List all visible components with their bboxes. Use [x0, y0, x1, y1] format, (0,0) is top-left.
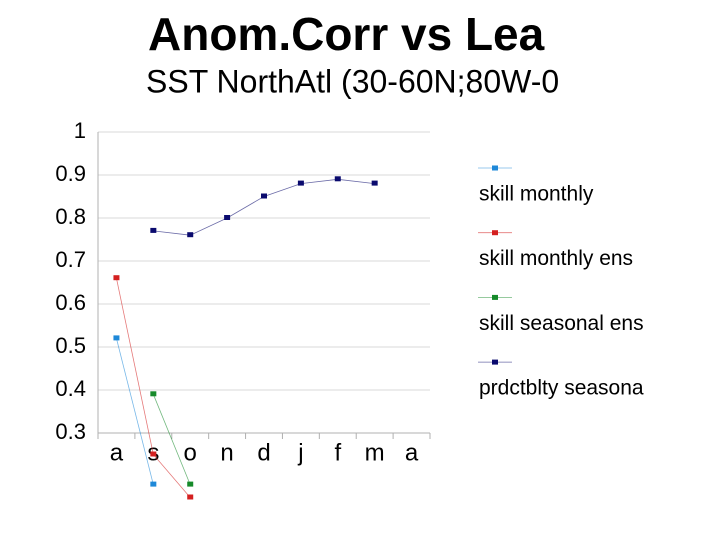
point	[187, 481, 194, 487]
point	[113, 335, 120, 341]
point	[187, 232, 194, 238]
point	[150, 451, 157, 457]
point	[297, 180, 304, 186]
y-tick-label: 0.3	[55, 419, 86, 444]
x-tick-label: f	[334, 439, 341, 466]
chart-title: Anom.Corr vs Lea	[148, 8, 545, 60]
legend-label: skill monthly	[479, 183, 594, 206]
x-tick-label: j	[297, 439, 303, 466]
y-tick-label: 1	[74, 118, 86, 143]
point	[334, 176, 341, 182]
x-tick-label: a	[110, 439, 124, 466]
legend-marker	[492, 359, 498, 365]
x-tick-label: o	[184, 439, 197, 466]
x-tick-label: a	[405, 439, 419, 466]
x-tick-label: n	[220, 439, 233, 466]
y-tick-label: 0.5	[55, 333, 86, 358]
legend-marker	[492, 294, 498, 300]
legend-marker	[492, 165, 498, 171]
y-tick-label: 0.4	[55, 376, 86, 401]
point	[113, 275, 120, 281]
y-tick-label: 0.8	[55, 204, 86, 229]
series-line	[152, 394, 191, 485]
legend-marker	[492, 230, 498, 236]
legend-label: skill seasonal ens	[479, 312, 644, 335]
point	[150, 227, 157, 233]
point	[224, 215, 231, 220]
y-tick-label: 0.9	[55, 161, 86, 186]
series-line	[116, 338, 154, 485]
point	[187, 494, 194, 500]
y-tick-label: 0.6	[55, 290, 86, 315]
series-line	[153, 178, 375, 236]
point	[261, 193, 267, 199]
chart-subtitle: SST NorthAtl (30-60N;80W-0	[146, 63, 559, 99]
point	[150, 391, 157, 397]
point	[371, 180, 378, 186]
x-tick-label: d	[257, 439, 270, 466]
x-tick-label: m	[365, 439, 385, 466]
legend-label: prdctblty seasona	[479, 377, 644, 400]
legend-label: skill monthly ens	[479, 247, 633, 270]
y-tick-label: 0.7	[55, 247, 86, 272]
point	[150, 481, 157, 487]
